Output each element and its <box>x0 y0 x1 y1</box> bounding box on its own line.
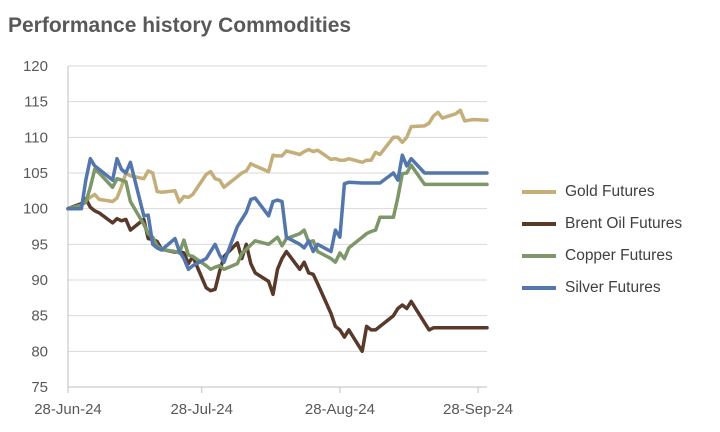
legend-label: Copper Futures <box>565 247 673 264</box>
y-tick-label: 100 <box>23 201 48 218</box>
y-tick-label: 110 <box>24 129 48 146</box>
series-line-silver-futures <box>66 153 489 272</box>
y-tick-label: 85 <box>31 308 48 325</box>
legend-item: Gold Futures <box>522 176 682 208</box>
chart-legend: Gold Futures Brent Oil Futures Copper Futu… <box>522 176 682 304</box>
x-tick-label: 28-Jun-24 <box>34 401 102 418</box>
legend-swatch <box>522 286 556 290</box>
x-tick-label: 28-Sep-24 <box>443 401 513 418</box>
legend-label: Silver Futures <box>565 279 661 296</box>
y-tick-label: 80 <box>31 343 48 360</box>
y-tick-label: 120 <box>23 58 48 75</box>
series-line-copper-futures <box>66 163 489 272</box>
legend-swatch <box>522 190 556 194</box>
legend-label: Brent Oil Futures <box>565 215 683 232</box>
series-line-gold-futures <box>66 108 489 211</box>
y-tick-label: 115 <box>24 94 48 111</box>
legend-item: Copper Futures <box>522 240 682 272</box>
axes: 75 80 85 90 95 100 105 110 115 120 28-Jun-24 28-Jul… <box>23 58 513 418</box>
legend-label: Gold Futures <box>565 183 655 200</box>
series-lines <box>66 108 489 354</box>
series-line-brent-oil-futures <box>66 196 489 354</box>
y-tick-label: 75 <box>31 379 48 396</box>
gridlines <box>68 65 487 352</box>
legend-swatch <box>522 254 556 258</box>
legend-swatch <box>522 222 556 226</box>
legend-item: Brent Oil Futures <box>522 208 682 240</box>
y-tick-label: 90 <box>31 272 48 289</box>
x-tick-label: 28-Jul-24 <box>170 401 233 418</box>
x-tick-label: 28-Aug-24 <box>305 401 375 418</box>
chart-title: Performance history Commodities <box>8 14 352 37</box>
legend-item: Silver Futures <box>522 272 682 304</box>
y-tick-label: 95 <box>31 236 48 253</box>
y-tick-label: 105 <box>23 165 48 182</box>
